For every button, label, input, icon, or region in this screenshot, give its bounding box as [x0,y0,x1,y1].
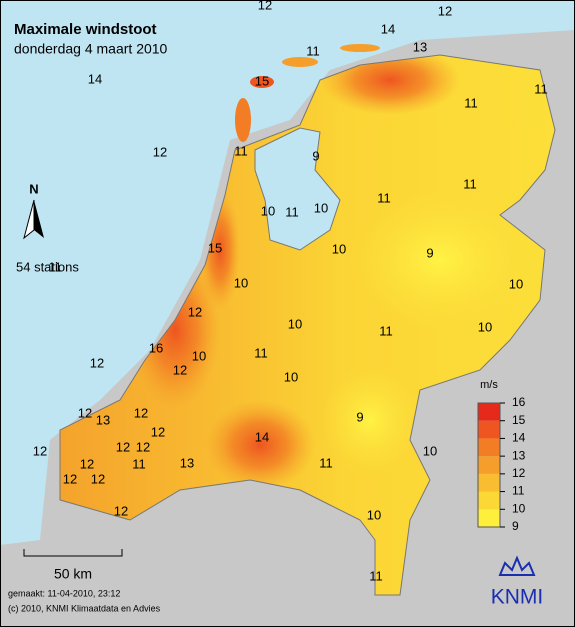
copyright: (c) 2010, KNMI Klimaatdata en Advies [8,603,161,613]
station-value: 10 [509,276,523,291]
station-value: 14 [255,429,269,444]
island [282,57,318,67]
legend-swatch [478,420,500,439]
station-value: 14 [88,71,102,86]
station-value: 9 [356,409,363,424]
north-label: N [29,181,38,196]
legend-swatch [478,438,500,457]
legend-swatch [478,509,500,527]
station-value: 15 [255,73,269,88]
legend-label: 14 [512,431,526,445]
stations-count: 54 stations [16,259,79,274]
title: Maximale windstoot [14,21,157,38]
station-value: 11 [463,176,477,191]
station-value: 11 [48,259,62,274]
station-value: 12 [33,443,47,458]
scale-bar [23,549,123,557]
island [340,44,380,52]
made-date: gemaakt: 11-04-2010, 23:12 [8,588,120,598]
station-value: 11 [534,81,548,96]
station-value: 12 [173,362,187,377]
legend-unit: m/s [480,379,498,391]
station-value: 15 [208,240,222,255]
ijsselmeer [254,127,341,251]
legend-label: 13 [512,448,526,462]
station-value: 10 [192,348,206,363]
station-value: 11 [377,190,391,205]
station-value: 10 [478,319,492,334]
legend-swatch [478,491,500,510]
station-value: 11 [369,568,383,583]
station-value: 10 [423,443,437,458]
subtitle: donderdag 4 maart 2010 [14,41,168,57]
legend-swatch [478,473,500,492]
station-value: 9 [426,245,433,260]
station-value: 12 [258,0,272,12]
station-value: 12 [114,503,128,518]
legend-label: 9 [512,519,519,533]
station-value: 13 [413,39,427,54]
station-value: 10 [284,369,298,384]
legend-swatch [478,403,500,421]
station-value: 12 [188,304,202,319]
station-value: 12 [153,144,167,159]
station-value: 14 [381,21,395,36]
station-value: 11 [285,204,299,219]
station-value: 10 [332,241,346,256]
legend-label: 12 [512,466,526,480]
logo: KNMI [491,586,544,609]
station-value: 12 [438,3,452,18]
station-value: 12 [63,471,77,486]
station-value: 11 [254,345,268,360]
station-value: 12 [90,355,104,370]
station-value: 10 [314,200,328,215]
station-value: 10 [261,203,275,218]
sea [0,0,575,545]
station-value: 11 [379,323,393,338]
logo-crown [498,555,536,576]
station-value: 10 [288,316,302,331]
station-value: 12 [151,424,165,439]
island [250,76,274,88]
station-value: 11 [319,455,333,470]
station-value: 12 [134,405,148,420]
legend-label: 11 [512,484,525,498]
legend-swatch [478,456,500,474]
station-value: 13 [180,455,194,470]
station-value: 11 [132,456,146,471]
legend: 16 15 14 13 12 11 10 9 [477,395,526,533]
scale-label: 50 km [54,566,92,582]
legend-label: 10 [512,501,526,515]
island [235,98,251,142]
station-value: 12 [116,439,130,454]
station-value: 12 [78,405,92,420]
legend-label: 16 [512,395,526,409]
station-value: 11 [306,43,320,58]
legend-frame [477,402,501,528]
station-value: 11 [234,143,248,158]
legend-label: 15 [512,413,526,427]
station-value: 10 [234,275,248,290]
station-value: 16 [149,340,163,355]
station-value: 12 [136,439,150,454]
station-value: 12 [91,471,105,486]
station-value: 10 [367,507,381,522]
station-value: 13 [96,412,110,427]
station-value: 11 [464,95,478,110]
north-arrow [34,200,44,238]
station-value: 9 [312,148,319,163]
station-value: 12 [80,456,94,471]
